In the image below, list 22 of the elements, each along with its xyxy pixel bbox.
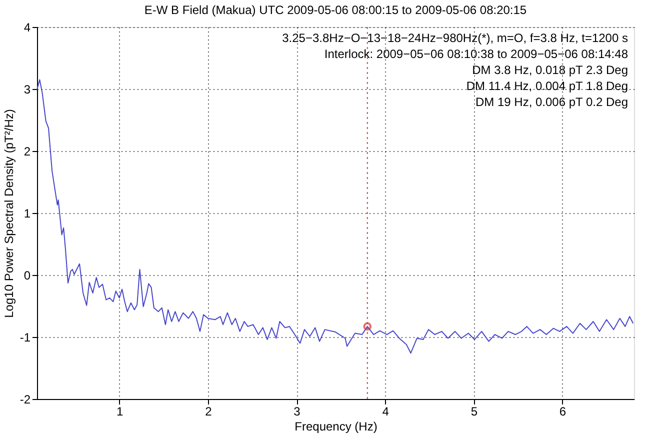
- y-tick-label: 3: [24, 82, 31, 96]
- x-tick-label: 5: [470, 404, 478, 418]
- line-series: [36, 79, 634, 354]
- y-tick-label: 1: [24, 206, 31, 220]
- annotation: Interlock: 2009−05−06 08:10:38 to 2009−05−06 08:14:48: [324, 47, 628, 61]
- annotation: 3.25−3.8Hz−O−13−18−24Hz−980Hz(*), m=O, f=3.8 Hz, t=1200 s: [282, 31, 628, 45]
- annotation: DM 11.4 Hz, 0.004 pT 1.8 Deg: [466, 79, 628, 93]
- x-tick-label: 1: [116, 404, 124, 418]
- annotation: DM 3.8 Hz, 0.018 pT 2.3 Deg: [472, 63, 628, 77]
- x-tick-label: 3: [294, 404, 301, 418]
- y-tick-label: -2: [20, 392, 31, 406]
- annotation: DM 19 Hz, 0.006 pT 0.2 Deg: [475, 95, 628, 109]
- y-tick-label: 4: [24, 20, 31, 34]
- x-tick-label: 2: [205, 404, 212, 418]
- x-tick-label: 4: [382, 404, 390, 418]
- x-tick-label: 6: [559, 404, 566, 418]
- y-tick-label: 0: [24, 268, 31, 282]
- y-axis-title: Log10 Power Spectral Density (pT²/Hz): [2, 109, 16, 318]
- y-tick-label: -1: [20, 330, 31, 344]
- x-axis-title: Frequency (Hz): [294, 420, 378, 434]
- chart-title: E-W B Field (Makua) UTC 2009-05-06 08:00:15 to 2009-05-06 08:20:15: [144, 3, 527, 17]
- y-tick-label: 2: [24, 144, 31, 158]
